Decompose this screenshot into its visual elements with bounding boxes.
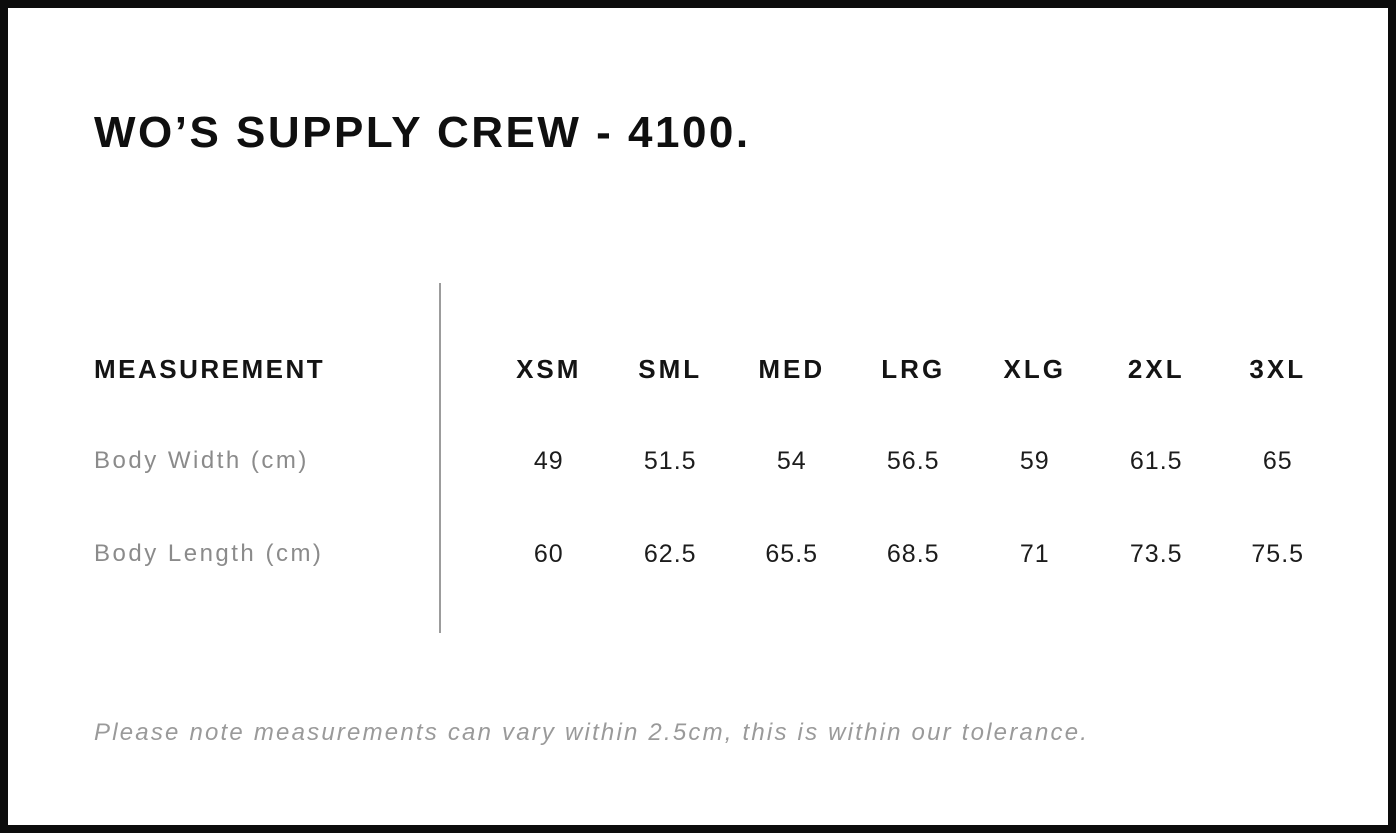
table-cell: 75.5 [1251, 539, 1305, 568]
size-header-group: XSM SML MED LRG XLG 2XL 3XL [440, 354, 1339, 385]
table-row-body-width: Body Width (cm) 49 51.5 54 56.5 59 61.5 … [94, 439, 1339, 483]
table-cell: 68.5 [886, 539, 940, 568]
table-header-row: MEASUREMENT XSM SML MED LRG XLG 2XL 3XL [94, 347, 1339, 391]
table-cell: 59 [1019, 446, 1050, 475]
table-row-body-length: Body Length (cm) 60 62.5 65.5 68.5 71 73… [94, 532, 1339, 576]
row-label-body-length: Body Length (cm) [94, 540, 324, 567]
table-cell: 49 [533, 446, 564, 475]
page-title: WO’S SUPPLY CREW - 4100. [94, 108, 751, 157]
table-cell: 62.5 [643, 539, 697, 568]
table-cell: 73.5 [1129, 539, 1183, 568]
column-header-2xl: 2XL [1127, 353, 1185, 384]
column-header-sml: SML [638, 353, 703, 384]
row-label-body-width: Body Width (cm) [94, 447, 309, 474]
column-header-measurement: MEASUREMENT [94, 353, 326, 384]
column-header-3xl: 3XL [1249, 353, 1307, 384]
table-cell: 65 [1262, 446, 1293, 475]
tolerance-note: Please note measurements can vary within… [94, 719, 1090, 746]
column-header-lrg: LRG [881, 353, 946, 384]
row-values-body-width: 49 51.5 54 56.5 59 61.5 65 [440, 447, 1339, 476]
table-cell: 65.5 [765, 539, 819, 568]
table-vertical-divider [439, 283, 441, 633]
column-header-med: MED [758, 353, 826, 384]
column-header-xsm: XSM [516, 353, 582, 384]
table-cell: 51.5 [643, 446, 697, 475]
table-cell: 61.5 [1129, 446, 1183, 475]
row-values-body-length: 60 62.5 65.5 68.5 71 73.5 75.5 [440, 540, 1339, 569]
table-cell: 54 [776, 446, 807, 475]
table-cell: 60 [533, 539, 564, 568]
table-cell: 71 [1019, 539, 1050, 568]
column-header-xlg: XLG [1003, 353, 1066, 384]
table-cell: 56.5 [886, 446, 940, 475]
